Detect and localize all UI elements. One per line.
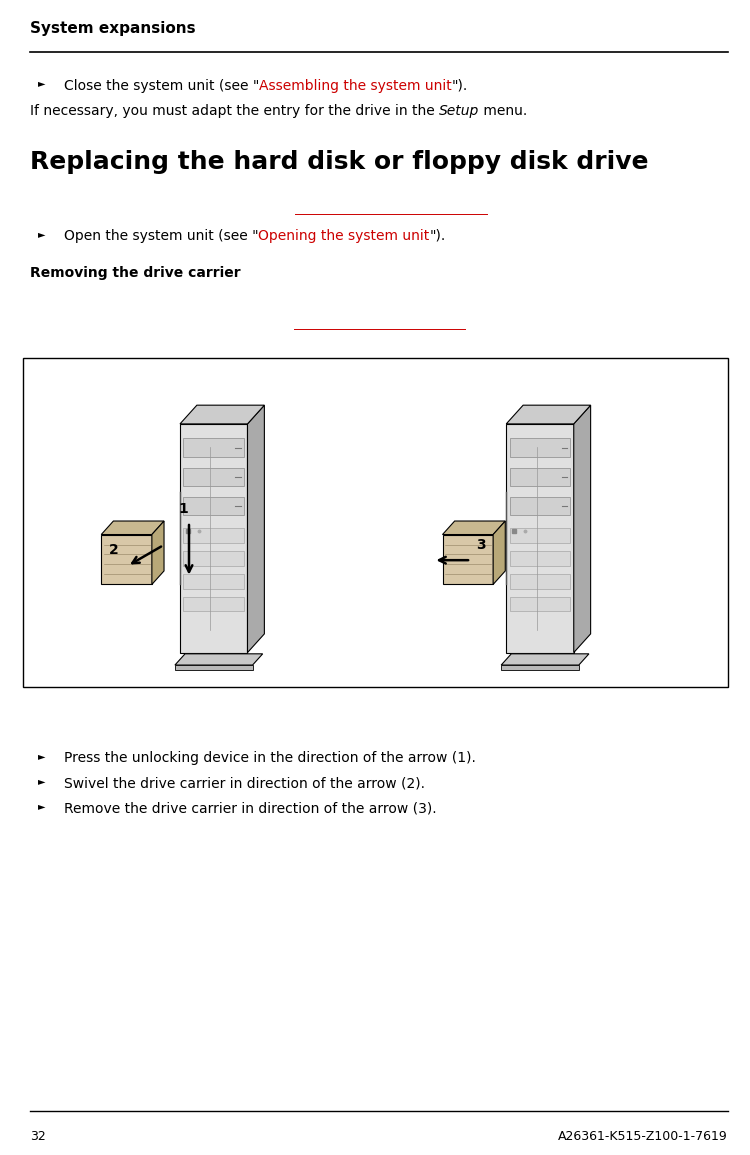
Text: A26361-K515-Z100-1-7619: A26361-K515-Z100-1-7619 [558,1130,728,1142]
Text: ").: "). [452,79,468,92]
FancyBboxPatch shape [509,468,570,486]
Polygon shape [501,654,589,665]
Text: Open the system unit (see ": Open the system unit (see " [64,229,258,243]
Text: Opening the system unit: Opening the system unit [258,229,430,243]
Polygon shape [442,535,494,584]
Text: 2: 2 [109,543,118,557]
FancyBboxPatch shape [509,597,570,611]
Text: menu.: menu. [479,104,528,118]
Text: ►: ► [38,229,45,239]
Text: Assembling the system unit: Assembling the system unit [260,79,452,92]
FancyBboxPatch shape [509,497,570,515]
Polygon shape [442,521,506,535]
Text: Remove the drive carrier in direction of the arrow (3).: Remove the drive carrier in direction of… [64,802,436,815]
FancyBboxPatch shape [183,574,244,589]
FancyBboxPatch shape [509,551,570,566]
Polygon shape [175,654,262,665]
Polygon shape [180,405,264,424]
Polygon shape [152,521,164,584]
FancyBboxPatch shape [509,528,570,543]
Text: Replacing the hard disk or floppy disk drive: Replacing the hard disk or floppy disk d… [30,150,649,174]
FancyBboxPatch shape [183,551,244,566]
FancyBboxPatch shape [22,358,728,687]
Text: ►: ► [38,776,45,787]
FancyBboxPatch shape [509,574,570,589]
Polygon shape [574,405,591,653]
Text: System expansions: System expansions [30,21,196,36]
Polygon shape [248,405,264,653]
Text: Swivel the drive carrier in direction of the arrow (2).: Swivel the drive carrier in direction of… [64,776,424,790]
Text: Setup: Setup [440,104,479,118]
Text: 32: 32 [30,1130,46,1142]
Polygon shape [501,665,579,670]
Text: ").: "). [430,229,445,243]
Polygon shape [494,521,506,584]
Text: If necessary, you must adapt the entry for the drive in the: If necessary, you must adapt the entry f… [30,104,439,118]
FancyBboxPatch shape [183,528,244,543]
FancyBboxPatch shape [183,468,244,486]
Polygon shape [175,665,253,670]
Polygon shape [506,405,591,424]
FancyBboxPatch shape [509,439,570,457]
Text: Close the system unit (see ": Close the system unit (see " [64,79,260,92]
Text: 3: 3 [476,538,486,552]
Text: ►: ► [38,79,45,89]
Polygon shape [101,521,164,535]
FancyBboxPatch shape [183,597,244,611]
Polygon shape [506,424,574,653]
Text: Removing the drive carrier: Removing the drive carrier [30,266,241,280]
Polygon shape [101,535,152,584]
Text: Press the unlocking device in the direction of the arrow (1).: Press the unlocking device in the direct… [64,751,476,765]
FancyBboxPatch shape [183,439,244,457]
Polygon shape [180,424,248,653]
Text: ►: ► [38,751,45,761]
Text: 1: 1 [178,502,188,516]
Text: ►: ► [38,802,45,812]
FancyBboxPatch shape [183,497,244,515]
